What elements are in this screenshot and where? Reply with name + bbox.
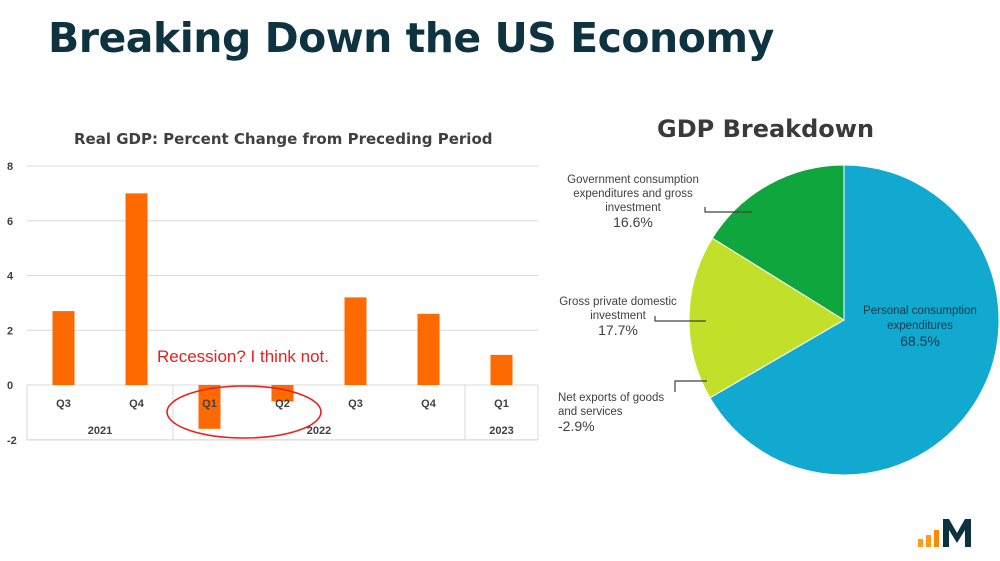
logo-bar-2 — [926, 535, 931, 547]
x-category-label: Q1 — [202, 398, 217, 410]
logo-m — [943, 519, 971, 547]
y-tick-label: 0 — [7, 380, 13, 392]
leader-line — [704, 207, 752, 213]
bar — [490, 354, 513, 385]
recession-circle — [166, 385, 322, 439]
pie-label-line: Net exports of goods — [558, 392, 664, 404]
pie-value-label: 17.7% — [598, 322, 638, 338]
y-tick-label: 4 — [7, 271, 14, 283]
pie-label-line: Government consumption — [567, 174, 699, 186]
y-tick-label: 6 — [7, 216, 13, 228]
x-category-label: Q4 — [129, 398, 145, 410]
pie-label-line: Gross private domestic — [559, 296, 677, 308]
y-tick-label: 2 — [7, 325, 13, 337]
pie-value-label: 16.6% — [613, 214, 653, 230]
pie-label-line: investment — [590, 310, 646, 322]
pie-chart-title: GDP Breakdown — [657, 115, 875, 143]
page-title: Breaking Down the US Economy — [48, 14, 774, 62]
gdp-bar-chart: 8 6 4 2 0 -2 Q3 Q4 Q1 Q2 Q3 Q4 Q1 2021 2022 2023 Rece… — [7, 161, 539, 447]
leader-line — [674, 380, 707, 392]
x-category-label: Q2 — [275, 398, 290, 410]
y-tick-label: -2 — [7, 435, 17, 447]
y-tick-label: 8 — [7, 161, 13, 173]
pie-label-line: and services — [558, 406, 623, 418]
pie-label-line: Personal consumption — [863, 305, 977, 317]
brand-logo — [918, 519, 971, 547]
x-group-label: 2022 — [307, 425, 331, 437]
pie-label-line: expenditures and gross — [573, 188, 693, 200]
logo-bar-1 — [918, 539, 923, 547]
pie-slice-investment — [688, 237, 845, 399]
bar — [52, 311, 75, 385]
bar — [417, 313, 440, 385]
pie-label-line: investment — [605, 202, 661, 214]
x-category-label: Q3 — [56, 398, 71, 410]
bar — [198, 385, 221, 429]
x-group-label: 2021 — [88, 425, 112, 437]
logo-bar-3 — [934, 530, 939, 547]
pie-slice-personal-consumption — [709, 164, 1000, 476]
x-category-label: Q4 — [421, 398, 437, 410]
bar — [125, 193, 148, 385]
bar-chart-title: Real GDP: Percent Change from Preceding … — [74, 130, 493, 148]
pie-label-line: expenditures — [887, 320, 953, 332]
pie-slice-government — [711, 164, 845, 321]
pie-value-label: 68.5% — [900, 333, 940, 349]
x-category-label: Q3 — [348, 398, 363, 410]
recession-annotation: Recession? I think not. — [157, 347, 329, 366]
leader-line — [654, 316, 706, 322]
pie-value-label: -2.9% — [558, 418, 595, 434]
bar — [344, 297, 367, 385]
x-group-label: 2023 — [489, 425, 513, 437]
x-category-label: Q1 — [494, 398, 509, 410]
